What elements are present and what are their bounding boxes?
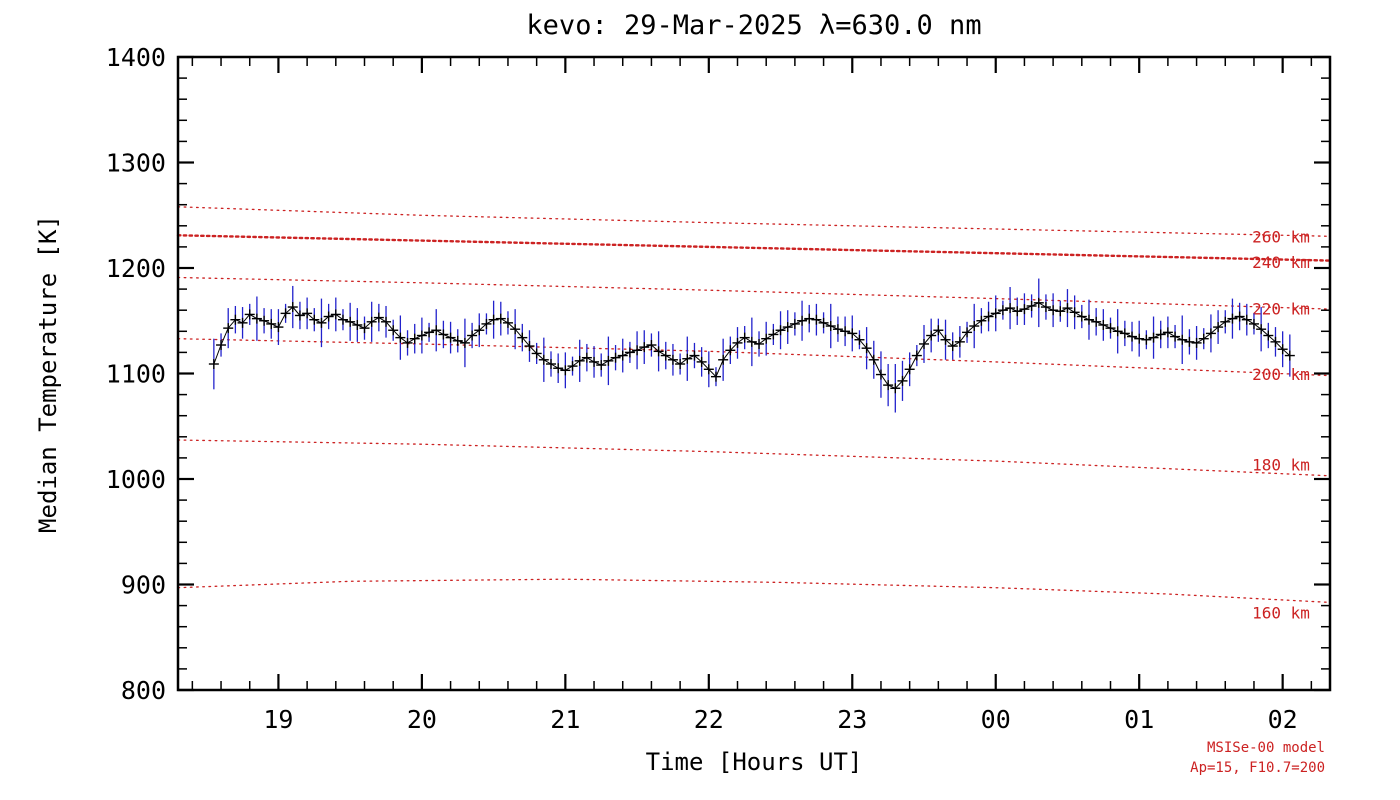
model-curve-200-km (177, 338, 1331, 377)
model-annotation-line1: MSISe-00 model (1207, 740, 1325, 756)
model-curve-label-260-km: 260 km (1252, 228, 1310, 247)
x-axis-label: Time [Hours UT] (646, 748, 863, 776)
y-tick-label: 800 (121, 676, 166, 705)
x-tick-label: 19 (263, 705, 293, 734)
y-tick-label: 900 (121, 571, 166, 600)
model-curve-label-220-km: 220 km (1252, 299, 1310, 318)
model-curve-label-200-km: 200 km (1252, 365, 1310, 384)
axes: 19 20 21 22 23 00 01 02 800 900 1000 1100 1200 1300 14… (106, 43, 1332, 734)
plot-frame (176, 55, 1332, 692)
y-axis-label: Median Temperature [K] (34, 215, 62, 533)
data-series (208, 278, 1295, 413)
model-curve-label-160-km: 160 km (1252, 603, 1310, 622)
y-tick-label: 1000 (106, 465, 166, 494)
y-tick-label: 1400 (106, 43, 166, 72)
model-curve-label-240-km: 240 km (1252, 253, 1310, 272)
x-tick-label: 20 (407, 705, 437, 734)
y-tick-label: 1300 (106, 149, 166, 178)
model-curve-240-km (176, 234, 1332, 262)
plot-area: 260 km 240 km 220 km 200 km 180 km 160 km 19 20… (106, 43, 1332, 734)
y-tick-label: 1100 (106, 360, 166, 389)
model-curve-260-km (177, 206, 1331, 237)
model-curve-160-km (177, 578, 1331, 604)
x-tick-label: 00 (981, 705, 1011, 734)
model-curve-180-km (177, 439, 1331, 477)
model-curves: 260 km 240 km 220 km 200 km 180 km 160 km (176, 206, 1332, 622)
model-curve-220-km (177, 276, 1331, 310)
x-tick-label: 23 (837, 705, 867, 734)
chart-title: kevo: 29-Mar-2025 λ=630.0 nm (526, 10, 981, 41)
x-tick-label: 21 (550, 705, 580, 734)
x-tick-label: 02 (1268, 705, 1298, 734)
model-annotation-line2: Ap=15, F10.7=200 (1190, 760, 1325, 776)
model-curve-label-180-km: 180 km (1252, 456, 1310, 475)
x-tick-label: 22 (694, 705, 724, 734)
x-tick-label: 01 (1124, 705, 1154, 734)
y-tick-label: 1200 (106, 254, 166, 283)
